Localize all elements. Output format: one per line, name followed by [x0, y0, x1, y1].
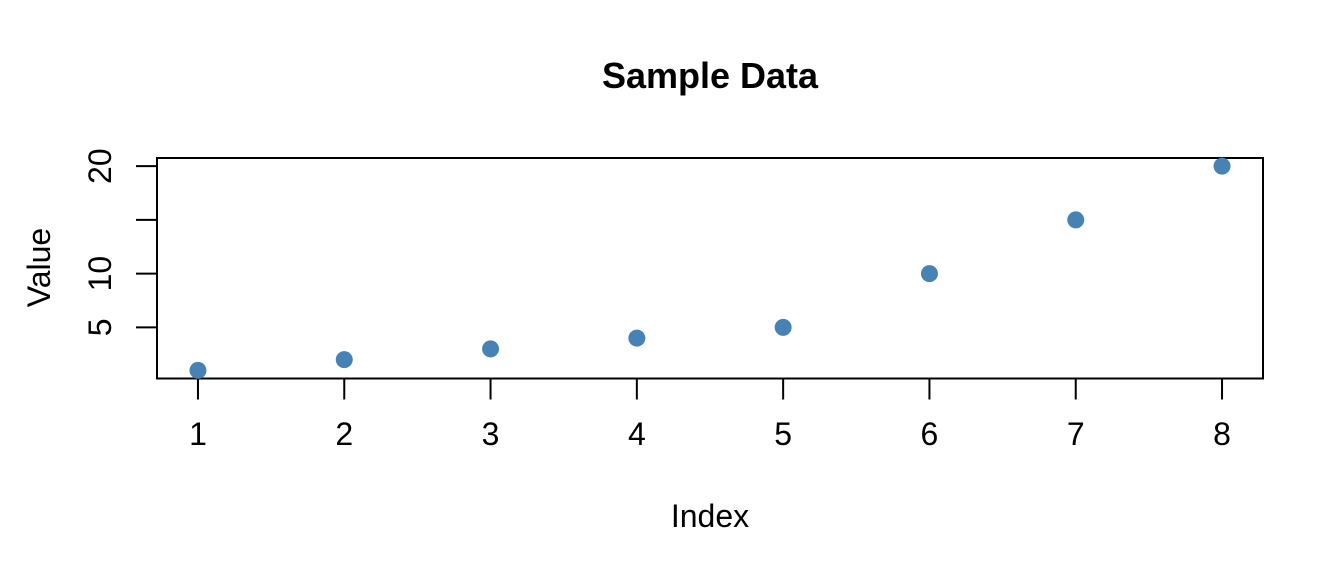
x-tick-label: 6 — [921, 416, 939, 452]
data-points — [189, 157, 1231, 379]
data-point — [1067, 211, 1085, 229]
data-point — [774, 318, 792, 336]
data-point — [482, 340, 500, 358]
x-tick-label: 2 — [335, 416, 353, 452]
x-tick-label: 4 — [628, 416, 646, 452]
data-point — [1213, 157, 1231, 175]
y-axis-title: Value — [21, 228, 57, 307]
y-axis-ticks: 5 10 20 — [82, 148, 156, 336]
x-axis-ticks: 1 2 3 4 5 6 7 8 — [189, 379, 1231, 452]
data-point — [920, 265, 938, 283]
data-point — [189, 361, 207, 379]
x-tick-label: 1 — [189, 416, 207, 452]
x-axis-title: Index — [671, 498, 749, 534]
data-point — [335, 351, 353, 369]
plot-area-border — [156, 157, 1264, 380]
x-tick-label: 3 — [482, 416, 500, 452]
y-tick-label: 20 — [82, 148, 118, 184]
chart-title: Sample Data — [602, 55, 819, 96]
x-tick-label: 7 — [1067, 416, 1085, 452]
x-tick-label: 8 — [1213, 416, 1231, 452]
y-tick-label: 10 — [82, 256, 118, 292]
data-point — [628, 329, 646, 347]
x-tick-label: 5 — [774, 416, 792, 452]
y-tick-label: 5 — [82, 318, 118, 336]
